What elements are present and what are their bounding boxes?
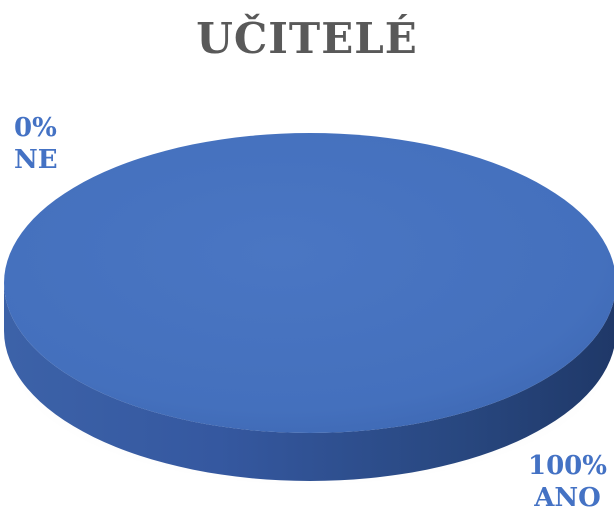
data-label-ano: 100% ANO [528,450,607,514]
data-label-ne: 0% NE [14,112,58,176]
data-label-ne-value: 0% [14,113,57,143]
data-label-ano-value: 100% [528,451,607,481]
data-label-ne-category: NE [14,145,58,175]
pie-slice-ano-side [4,283,614,481]
chart-title: UČITELÉ [196,14,418,63]
data-label-ano-category: ANO [534,483,601,513]
pie-slice-ano [4,133,614,433]
